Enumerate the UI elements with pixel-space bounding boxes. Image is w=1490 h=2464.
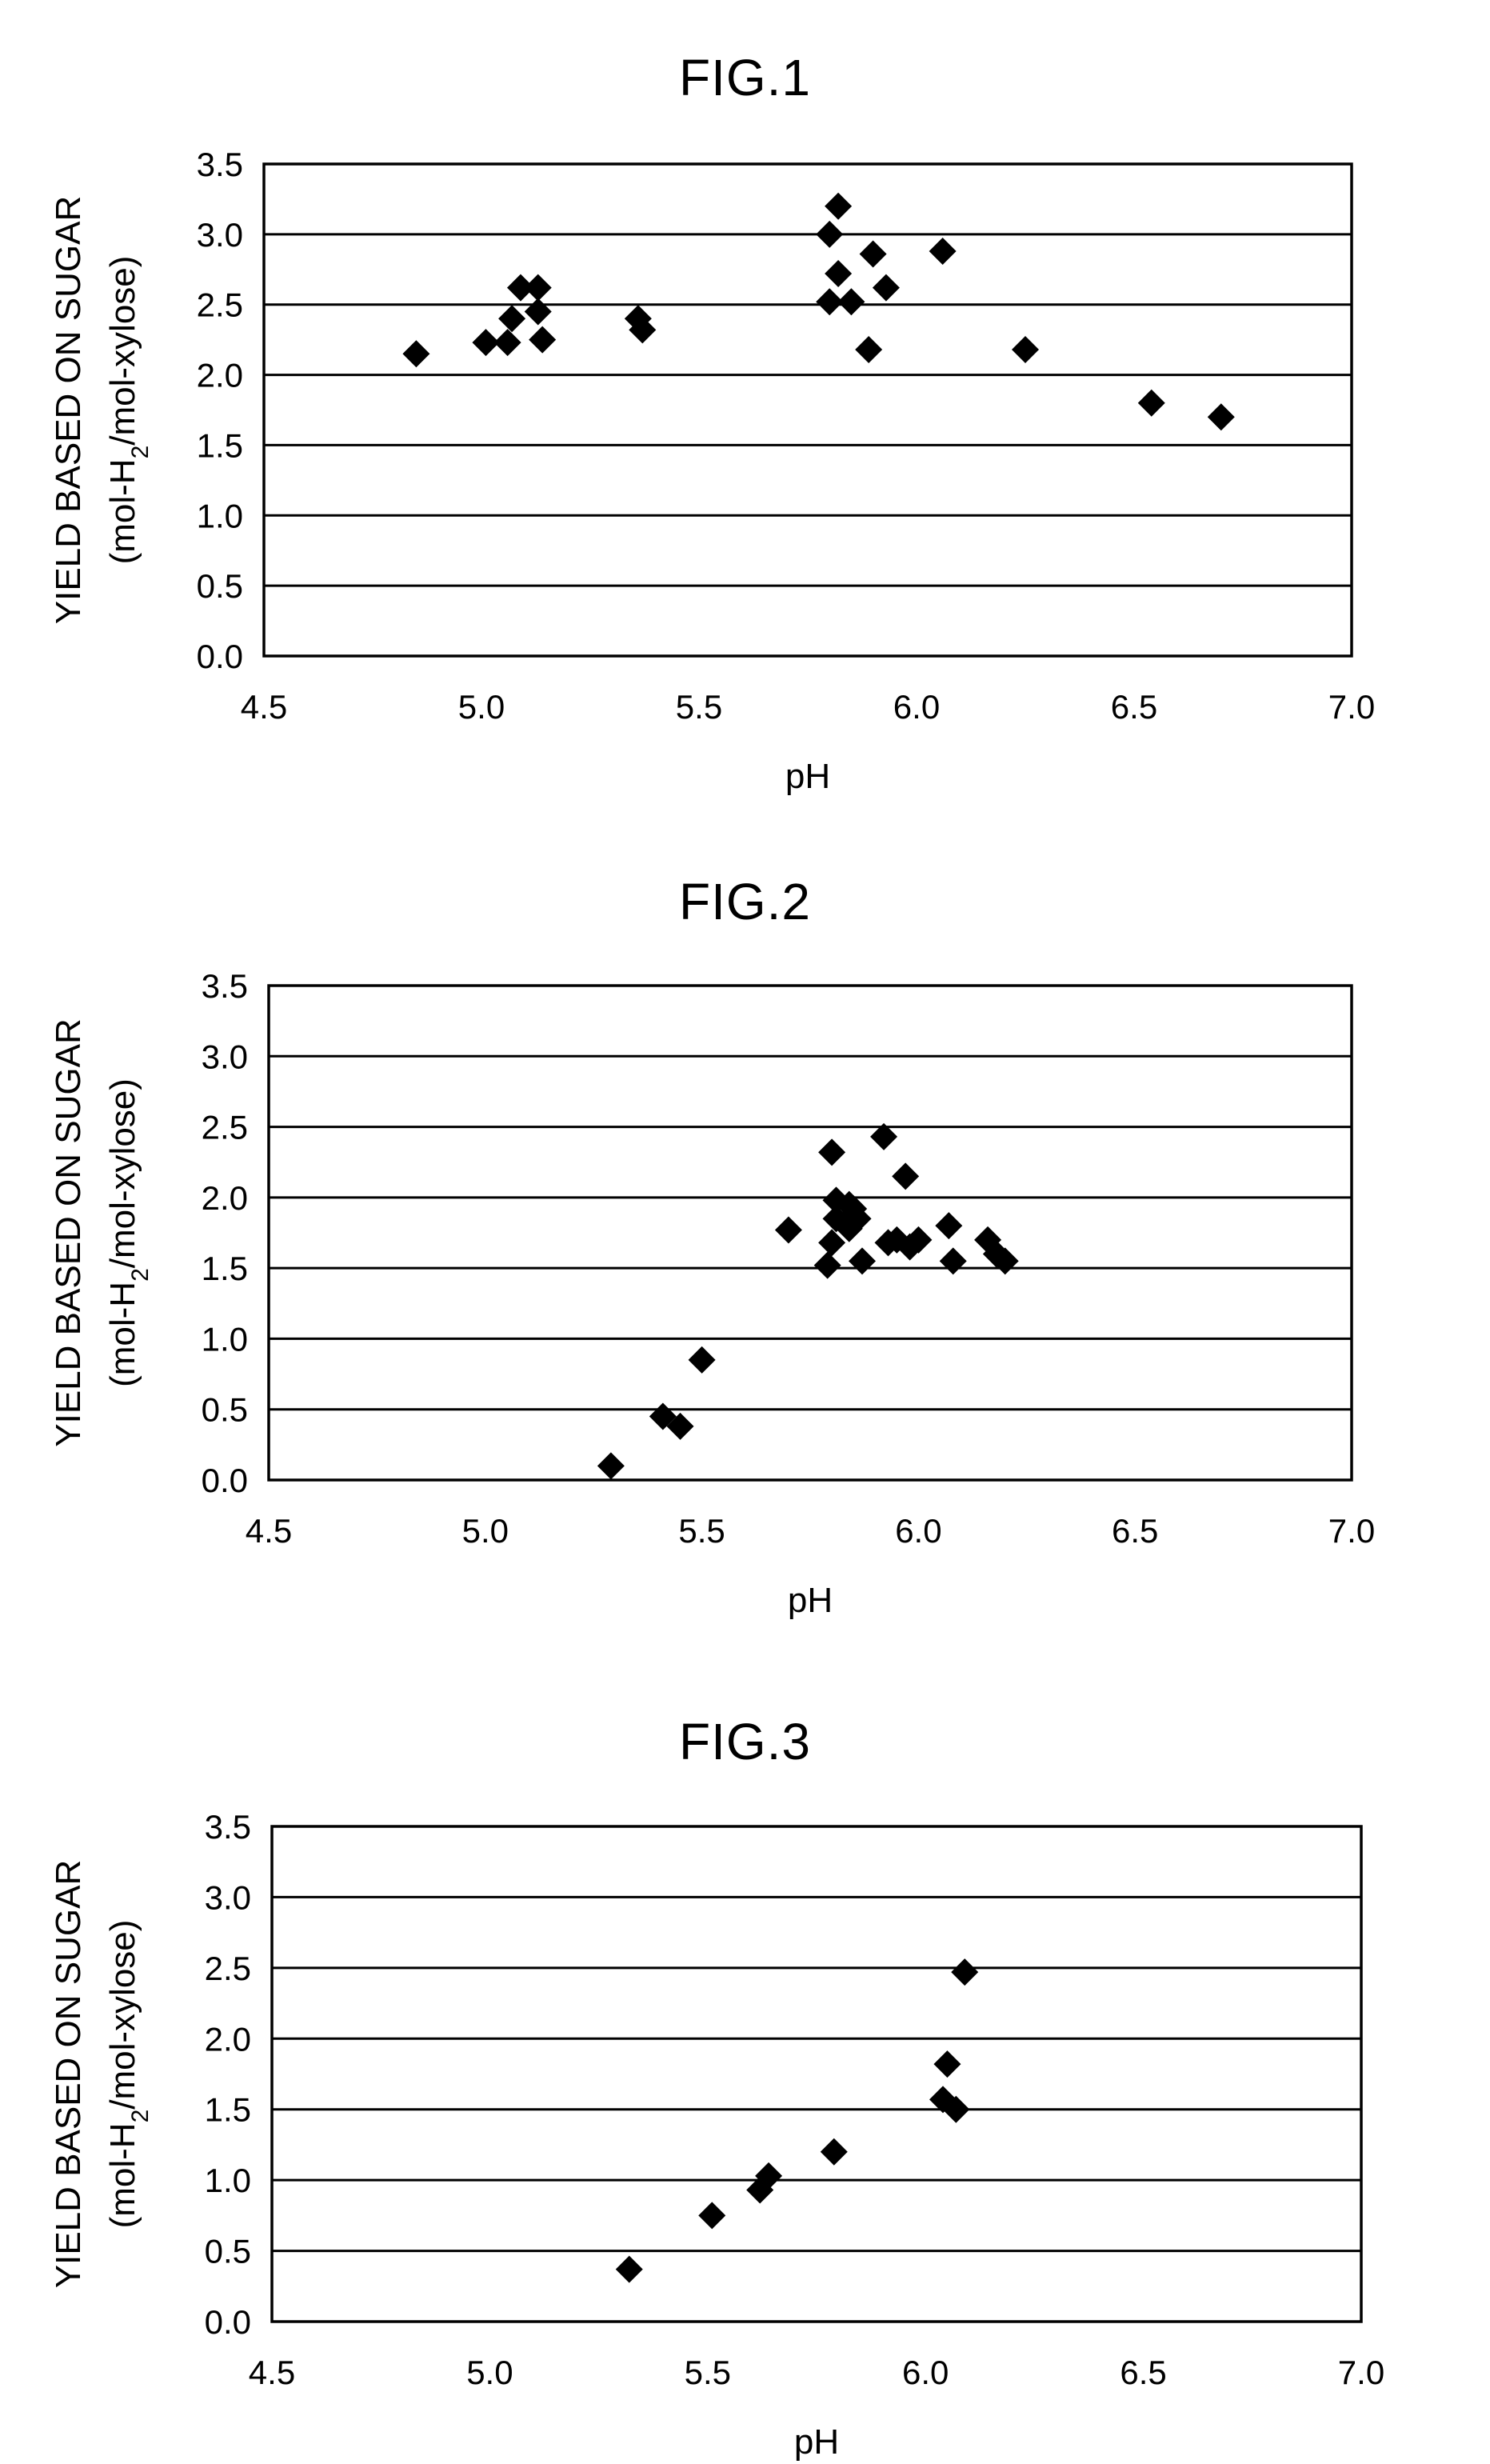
x-tick-label: 5.0 bbox=[466, 2354, 513, 2391]
y-tick-label: 1.5 bbox=[205, 2091, 251, 2129]
y-axis-label: YIELD BASED ON SUGAR bbox=[49, 1860, 88, 2288]
y-tick-label: 2.5 bbox=[205, 1950, 251, 1987]
data-point bbox=[821, 2138, 848, 2166]
data-point bbox=[951, 1958, 978, 1986]
y-tick-label: 0.5 bbox=[205, 2233, 251, 2270]
x-tick-label: 4.5 bbox=[249, 2354, 295, 2391]
y-tick-label: 2.0 bbox=[205, 2020, 251, 2058]
y-tick-label: 3.5 bbox=[205, 1808, 251, 1846]
x-axis-label: pH bbox=[794, 2422, 839, 2462]
y-tick-label: 0.0 bbox=[205, 2303, 251, 2341]
plot-area-frame bbox=[272, 1826, 1361, 2322]
x-tick-label: 6.0 bbox=[902, 2354, 949, 2391]
x-tick-label: 7.0 bbox=[1338, 2354, 1384, 2391]
x-tick-label: 6.5 bbox=[1120, 2354, 1166, 2391]
y-tick-label: 3.0 bbox=[205, 1878, 251, 1916]
y-axis-unit-label: (mol-H2/mol-xylose) bbox=[103, 1920, 154, 2229]
x-tick-label: 5.5 bbox=[685, 2354, 731, 2391]
data-point bbox=[616, 2256, 643, 2283]
data-point bbox=[933, 2050, 961, 2078]
y-tick-label: 1.0 bbox=[205, 2162, 251, 2199]
data-point bbox=[698, 2202, 725, 2229]
